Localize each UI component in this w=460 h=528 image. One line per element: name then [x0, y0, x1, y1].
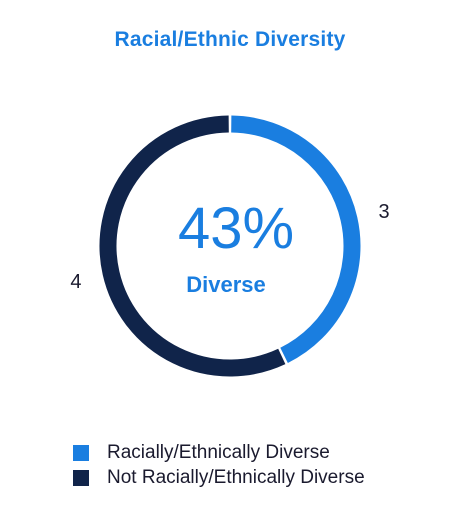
donut-slices: [99, 115, 361, 377]
legend-label-not-diverse: Not Racially/Ethnically Diverse: [107, 466, 365, 488]
legend: Racially/Ethnically Diverse Not Racially…: [73, 440, 365, 490]
data-label-not-diverse: 4: [70, 271, 81, 293]
center-label: Diverse: [186, 272, 266, 297]
legend-swatch-diverse: [73, 444, 89, 461]
slice-not-diverse: [99, 115, 286, 377]
slice-diverse: [231, 115, 361, 363]
legend-swatch-not-diverse: [73, 469, 89, 486]
legend-item-not-diverse: Not Racially/Ethnically Diverse: [73, 465, 365, 490]
data-label-diverse: 3: [378, 201, 389, 223]
data-labels: 34: [70, 201, 389, 293]
chart-title: Racial/Ethnic Diversity: [114, 28, 346, 51]
legend-label-diverse: Racially/Ethnically Diverse: [107, 441, 330, 463]
center-value: 43%: [178, 196, 294, 261]
legend-item-diverse: Racially/Ethnically Diverse: [73, 440, 365, 465]
